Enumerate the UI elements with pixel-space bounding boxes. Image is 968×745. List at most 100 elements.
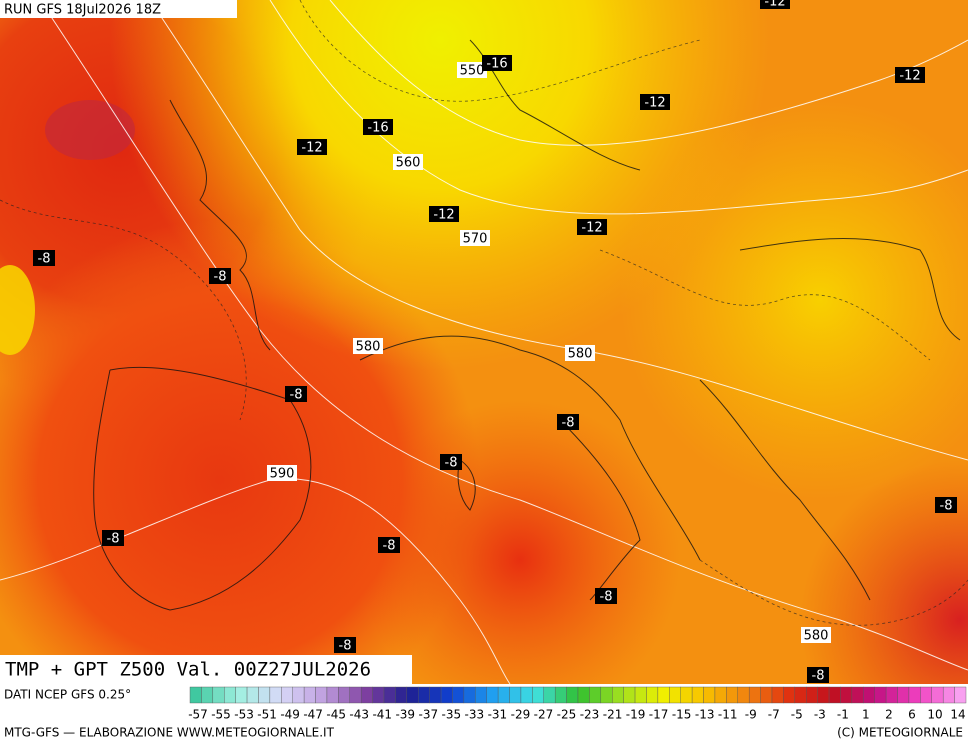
height-label: 560 [396,156,421,171]
scale-label: -3 [814,708,826,722]
scale-swatch [874,686,887,704]
height-label: 580 [568,347,593,362]
scale-label: -9 [745,708,757,722]
scale-swatch [566,686,579,704]
scale-swatch [509,686,522,704]
scale-swatch [395,686,408,704]
scale-swatch [486,686,499,704]
scale-label: -25 [557,708,577,722]
scale-label: -31 [488,708,508,722]
scale-label: -55 [211,708,231,722]
label-box [209,268,231,284]
scale-swatch [452,686,465,704]
scale-swatch [315,686,328,704]
scale-label: 2 [885,708,893,722]
scale-label: -33 [465,708,485,722]
scale-label: -43 [349,708,369,722]
label-box [429,206,459,222]
scale-label: -47 [303,708,323,722]
scale-swatch [771,686,784,704]
temp-label: -12 [301,141,322,156]
scale-label: 10 [927,708,942,722]
label-box [457,62,487,78]
scale-label: -27 [534,708,554,722]
scale-swatch [532,686,544,704]
temp-label: -12 [764,0,785,10]
scale-swatch [851,686,864,704]
scale-label: -39 [395,708,415,722]
label-box [460,230,490,246]
height-label: 580 [804,629,829,644]
scale-label: -5 [791,708,803,722]
temp-label: -8 [562,416,575,431]
scale-swatch [406,686,419,704]
scale-swatch [292,686,305,704]
label-box [334,637,356,653]
scale-swatch [942,686,955,704]
label-box [577,219,607,235]
scale-swatch [577,686,590,704]
scale-swatch [794,686,807,704]
label-box [102,530,124,546]
height-label: 580 [356,340,381,355]
scale-label: -1 [837,708,849,722]
map-title: TMP + GPT Z500 Val. 00Z27JUL2026 [5,659,371,681]
scale-swatch [246,686,259,704]
footer-left: MTG-GFS — ELABORAZIONE WWW.METEOGIORNALE… [4,726,335,740]
scale-swatch [520,686,533,704]
scale-swatch [817,686,830,704]
scale-swatch [303,686,316,704]
scale-label: -11 [718,708,738,722]
height-label: 570 [463,232,488,247]
scale-label: -29 [511,708,531,722]
label-box [297,139,327,155]
height-label: 590 [270,467,295,482]
scale-swatch [680,686,693,704]
temp-label: -8 [600,590,613,605]
scale-label: 1 [862,708,870,722]
scale-swatch [897,686,910,704]
label-box [760,0,790,9]
scale-label: -53 [234,708,254,722]
temp-label: -16 [367,121,388,136]
scale-swatch [612,686,624,704]
scale-swatch [497,686,510,704]
scale-swatch [806,686,818,704]
scale-swatch [703,686,716,704]
scale-label: -7 [768,708,780,722]
scale-swatch [783,686,796,704]
scale-swatch [760,686,773,704]
temp-label: -12 [433,208,454,223]
scale-swatch [475,686,487,704]
label-box [807,667,829,683]
scale-label: -21 [603,708,623,722]
scale-swatch [372,686,385,704]
scale-swatch [714,686,727,704]
temp-label: -8 [445,456,458,471]
scale-swatch [189,686,202,704]
scale-swatch [349,686,362,704]
scale-swatch [691,686,704,704]
label-box [935,497,957,513]
label-box [801,627,831,643]
scale-swatch [201,686,214,704]
label-box [895,67,925,83]
scale-swatch [954,686,967,704]
label-box [267,465,297,481]
scale-label: -37 [418,708,438,722]
scale-label: -45 [326,708,346,722]
label-box [595,588,617,604]
run-box [0,0,237,18]
scale-label: -51 [257,708,277,722]
temp-label: -8 [290,388,303,403]
color-scale: -57 -55 -53 -51 -49 -47 -45 -43 -41 -39 -37 -35 -33-… [188,686,967,722]
scale-swatch [429,686,442,704]
scale-swatch [235,686,248,704]
scale-swatch [840,686,853,704]
scale-swatch [212,686,225,704]
label-box [378,537,400,553]
label-box [482,55,512,71]
label-box [440,454,462,470]
scale-swatch [828,686,841,704]
temp-label: -8 [107,532,120,547]
